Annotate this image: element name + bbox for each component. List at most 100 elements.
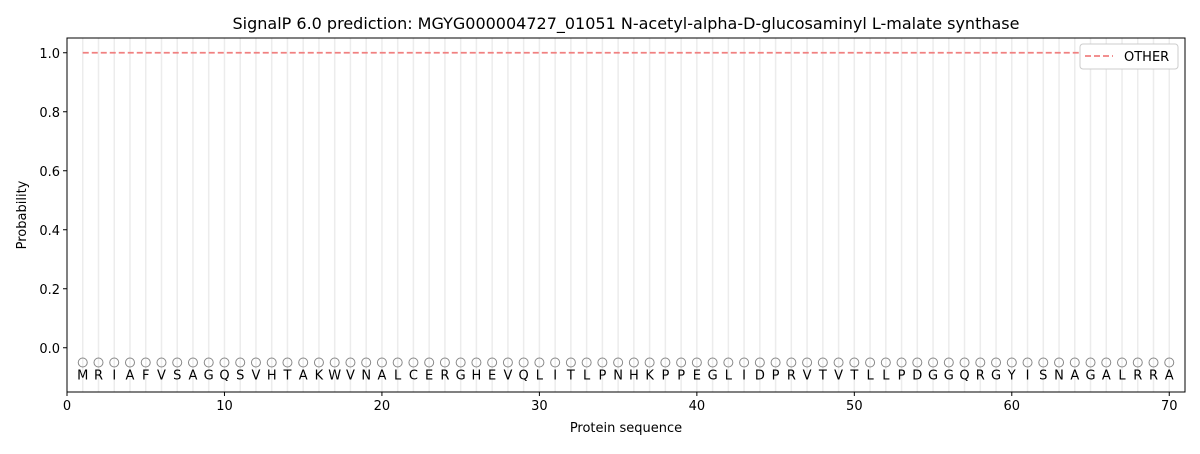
residue-marker-2 — [93, 357, 104, 368]
x-tick-label: 10 — [216, 399, 233, 414]
residue-letter-68: R — [1133, 368, 1142, 383]
residue-letter-23: E — [425, 368, 433, 383]
residue-marker-22 — [408, 357, 419, 368]
residue-marker-27 — [487, 357, 498, 368]
residue-marker-37 — [644, 357, 655, 368]
residue-marker-47 — [802, 357, 813, 368]
residue-marker-48 — [817, 357, 828, 368]
residue-marker-1 — [77, 357, 88, 368]
residue-letter-32: T — [566, 368, 575, 383]
residue-letter-12: V — [252, 368, 261, 383]
residue-marker-21 — [392, 357, 403, 368]
residue-letter-8: A — [189, 368, 198, 383]
residue-letter-27: E — [488, 368, 496, 383]
residue-letter-21: L — [394, 368, 402, 383]
residue-letter-18: V — [346, 368, 355, 383]
residue-letter-63: N — [1054, 368, 1064, 383]
plot-frame — [66, 37, 1186, 393]
residue-marker-26 — [471, 357, 482, 368]
residue-marker-24 — [439, 357, 450, 368]
residue-marker-59 — [991, 357, 1002, 368]
residue-marker-70 — [1164, 357, 1175, 368]
residue-letter-11: S — [236, 368, 244, 383]
residue-marker-60 — [1006, 357, 1017, 368]
residue-letter-36: H — [629, 368, 639, 383]
residue-marker-66 — [1101, 357, 1112, 368]
residue-marker-50 — [849, 357, 860, 368]
x-ticks: 0 10 20 30 40 50 60 70 — [63, 392, 1178, 414]
residue-letter-52: L — [882, 368, 890, 383]
residue-marker-29 — [518, 357, 529, 368]
residue-letter-6: V — [157, 368, 166, 383]
residue-letter-41: G — [708, 368, 718, 383]
residue-letter-39: P — [677, 368, 685, 383]
residue-marker-16 — [313, 357, 324, 368]
residue-marker-14 — [282, 357, 293, 368]
residue-letter-33: L — [583, 368, 591, 383]
residue-letter-31: I — [553, 368, 557, 383]
x-tick-label: 0 — [63, 399, 71, 414]
residue-marker-54 — [912, 357, 923, 368]
residue-letter-61: I — [1026, 368, 1030, 383]
residue-letter-58: R — [976, 368, 985, 383]
residue-marker-40 — [691, 357, 702, 368]
residue-marker-11 — [235, 357, 246, 368]
residue-marker-58 — [975, 357, 986, 368]
x-axis-label: Protein sequence — [570, 421, 682, 436]
residue-letter-65: G — [1085, 368, 1095, 383]
y-axis-label: Probability — [15, 180, 30, 249]
residue-marker-20 — [376, 357, 387, 368]
residue-marker-25 — [455, 357, 466, 368]
y-tick-label: 0.0 — [39, 342, 60, 357]
residue-letter-66: A — [1102, 368, 1111, 383]
residue-marker-56 — [943, 357, 954, 368]
residue-letter-70: A — [1165, 368, 1174, 383]
residue-letter-1: M — [77, 368, 88, 383]
residue-marker-63 — [1054, 357, 1065, 368]
x-tick-label: 70 — [1161, 399, 1178, 414]
residue-marker-67 — [1117, 357, 1128, 368]
residue-marker-18 — [345, 357, 356, 368]
residue-letter-24: R — [440, 368, 449, 383]
residue-letter-17: W — [328, 368, 341, 383]
residue-letter-20: A — [377, 368, 386, 383]
residue-letter-44: D — [755, 368, 765, 383]
residue-marker-10 — [219, 357, 230, 368]
residue-marker-8 — [187, 357, 198, 368]
residue-marker-69 — [1148, 357, 1159, 368]
y-ticks: 0.0 0.2 0.4 0.6 0.8 1.0 — [39, 47, 67, 357]
residue-marker-43 — [739, 357, 750, 368]
residue-marker-55 — [928, 357, 939, 368]
residue-marker-51 — [865, 357, 876, 368]
residue-marker-3 — [109, 357, 120, 368]
residue-marker-33 — [581, 357, 592, 368]
legend-label-other: OTHER — [1124, 50, 1169, 65]
residue-letter-53: P — [898, 368, 906, 383]
residue-marker-42 — [723, 357, 734, 368]
residue-marker-31 — [550, 357, 561, 368]
residue-letter-7: S — [173, 368, 181, 383]
residue-marker-57 — [959, 357, 970, 368]
residue-marker-28 — [502, 357, 513, 368]
residue-letter-14: T — [282, 368, 291, 383]
residue-letter-56: G — [944, 368, 954, 383]
residue-letter-16: K — [315, 368, 324, 383]
y-tick-label: 0.2 — [39, 283, 60, 298]
x-tick-label: 50 — [846, 399, 863, 414]
residue-marker-36 — [628, 357, 639, 368]
residue-marker-13 — [266, 357, 277, 368]
residue-letter-35: N — [613, 368, 623, 383]
residue-marker-65 — [1085, 357, 1096, 368]
residue-letter-67: L — [1118, 368, 1126, 383]
x-tick-label: 60 — [1004, 399, 1021, 414]
residue-letter-69: R — [1149, 368, 1158, 383]
residue-letter-29: Q — [519, 368, 529, 383]
legend: OTHER — [1079, 43, 1179, 70]
residue-letter-22: C — [409, 368, 418, 383]
residue-marker-53 — [896, 357, 907, 368]
residue-letter-47: V — [803, 368, 812, 383]
residue-letter-45: P — [772, 368, 780, 383]
residue-letter-57: Q — [959, 368, 969, 383]
